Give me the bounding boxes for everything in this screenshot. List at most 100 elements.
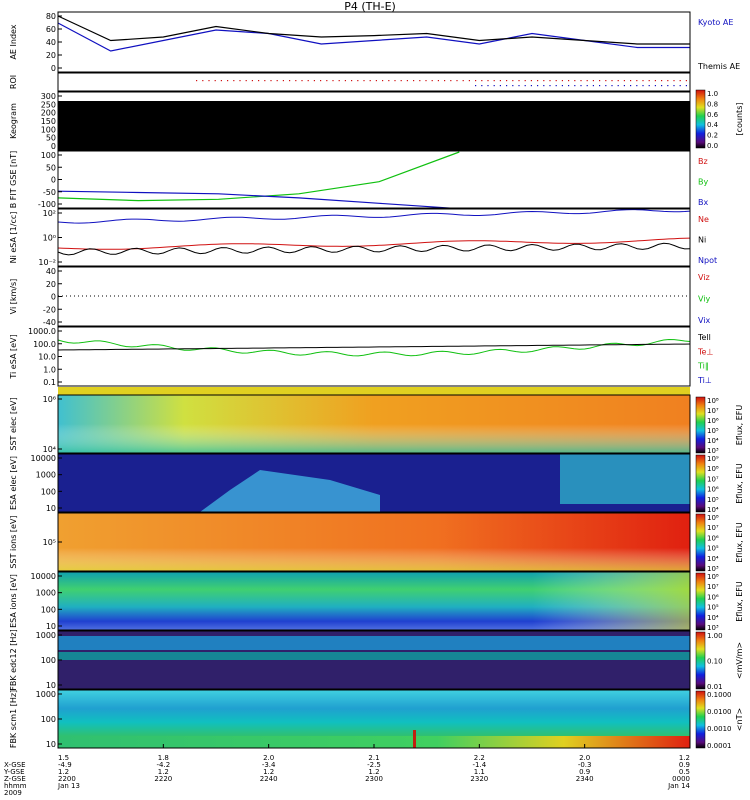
roi-mark bbox=[512, 85, 514, 87]
xtick-label: 1.8 bbox=[158, 754, 169, 762]
sst-elec-shade bbox=[58, 395, 690, 453]
roi-mark bbox=[295, 80, 297, 82]
ytick-label: 1000.0 bbox=[28, 327, 56, 336]
roi-mark bbox=[481, 85, 483, 87]
xtick-label: 2200 bbox=[58, 775, 76, 783]
colorbar-tick: 10⁸ bbox=[707, 514, 719, 522]
roi-mark bbox=[276, 80, 278, 82]
roi-mark bbox=[648, 85, 650, 87]
roi-mark bbox=[636, 85, 638, 87]
ytick-label: 0 bbox=[51, 176, 56, 185]
roi-mark bbox=[654, 80, 656, 82]
series-line-ne bbox=[57, 237, 691, 250]
colorbar-tick: 10⁵ bbox=[707, 604, 719, 612]
roi-mark bbox=[543, 85, 545, 87]
colorbar-tick: 0.6 bbox=[707, 111, 719, 119]
ytick-label: 0.1 bbox=[43, 378, 56, 387]
roi-mark bbox=[630, 85, 632, 87]
roi-mark bbox=[375, 80, 377, 82]
ytick-label: 10 bbox=[46, 622, 56, 631]
colorbar-tick: 10⁸ bbox=[707, 573, 719, 581]
ytick-label: 20 bbox=[46, 51, 56, 60]
ytick-label: 1000 bbox=[36, 471, 56, 480]
ytick-label: 1.0 bbox=[43, 365, 56, 374]
roi-mark bbox=[202, 80, 204, 82]
ytick-label: 100 bbox=[41, 125, 56, 134]
roi-mark bbox=[245, 80, 247, 82]
chart-title: P4 (TH-E) bbox=[344, 0, 396, 13]
xtick-label: -4.9 bbox=[58, 761, 72, 769]
colorbar-tick: 10⁵ bbox=[707, 496, 719, 504]
roi-mark bbox=[239, 80, 241, 82]
ytick-label: 100 bbox=[41, 605, 56, 614]
ytick-label: 50 bbox=[46, 134, 56, 143]
xtick-label: 2240 bbox=[260, 775, 278, 783]
roi-mark bbox=[313, 80, 315, 82]
colorbar-label: [counts] bbox=[735, 103, 744, 136]
series-line-npot bbox=[57, 209, 691, 224]
xtick-label: 2.2 bbox=[474, 754, 485, 762]
roi-mark bbox=[499, 85, 501, 87]
legend-ni: Npot bbox=[698, 256, 717, 265]
ytick-label: 10⁰ bbox=[43, 234, 56, 243]
xtick-label: Jan 14 bbox=[667, 782, 690, 790]
colorbar-tick: 0.8 bbox=[707, 100, 718, 108]
xtick-label: 1.2 bbox=[158, 768, 169, 776]
roi-marks bbox=[196, 80, 687, 87]
roi-mark bbox=[382, 80, 384, 82]
colorbar-cb_sst_i bbox=[695, 513, 706, 572]
ytick-label: 100 bbox=[41, 715, 56, 724]
roi-mark bbox=[561, 85, 563, 87]
roi-mark bbox=[586, 85, 588, 87]
roi-mark bbox=[599, 80, 601, 82]
colorbar-cb_esa_e bbox=[695, 454, 706, 513]
keogram-image bbox=[58, 101, 690, 150]
roi-mark bbox=[630, 80, 632, 82]
ytick-label: 150 bbox=[41, 117, 56, 126]
series-line-themis-ae bbox=[57, 15, 690, 45]
xtick-label: 1.2 bbox=[263, 768, 274, 776]
roi-mark bbox=[326, 80, 328, 82]
colorbar-tick: 10⁶ bbox=[707, 534, 719, 542]
roi-mark bbox=[413, 80, 415, 82]
roi-mark bbox=[320, 80, 322, 82]
roi-mark bbox=[301, 80, 303, 82]
roi-mark bbox=[537, 85, 539, 87]
roi-mark bbox=[537, 80, 539, 82]
fbk-edc12-band2 bbox=[58, 652, 690, 660]
roi-mark bbox=[487, 80, 489, 82]
ytick-label: 40 bbox=[46, 267, 56, 276]
xtick-label: 2300 bbox=[365, 775, 383, 783]
line-series bbox=[57, 15, 691, 357]
roi-mark bbox=[388, 80, 390, 82]
roi-mark bbox=[667, 80, 669, 82]
roi-mark bbox=[307, 80, 309, 82]
ytick-label: 10000 bbox=[31, 572, 56, 581]
roi-mark bbox=[338, 80, 340, 82]
roi-mark bbox=[462, 80, 464, 82]
roi-mark bbox=[654, 85, 656, 87]
colorbar-tick: 10⁴ bbox=[707, 506, 719, 514]
series-line-bx bbox=[57, 190, 460, 210]
ytick-label: 100 bbox=[41, 656, 56, 665]
colorbar-label: <nT> bbox=[735, 708, 744, 731]
roi-mark bbox=[493, 80, 495, 82]
roi-mark bbox=[617, 80, 619, 82]
roi-mark bbox=[574, 85, 576, 87]
ytick-label: 10.0 bbox=[38, 353, 56, 362]
ytick-label: 100.0 bbox=[33, 340, 56, 349]
roi-mark bbox=[487, 85, 489, 87]
panel-frame-esa_i bbox=[57, 571, 691, 631]
roi-mark bbox=[642, 85, 644, 87]
spectrogram-layers bbox=[58, 101, 690, 748]
colorbar-label: Eflux, EFU bbox=[735, 581, 744, 622]
roi-mark bbox=[351, 80, 353, 82]
panel-ylabel-bfit: B FIT GSE [nT] bbox=[9, 151, 18, 209]
roi-mark bbox=[661, 80, 663, 82]
colorbar-tick: 10⁶ bbox=[707, 593, 719, 601]
fbk-edc12-band bbox=[58, 636, 690, 650]
xtick-label: 2.0 bbox=[263, 754, 274, 762]
colorbar-cb_fbk1 bbox=[695, 631, 706, 690]
roi-mark bbox=[344, 80, 346, 82]
colorbar-tick: 10⁹ bbox=[707, 455, 719, 463]
